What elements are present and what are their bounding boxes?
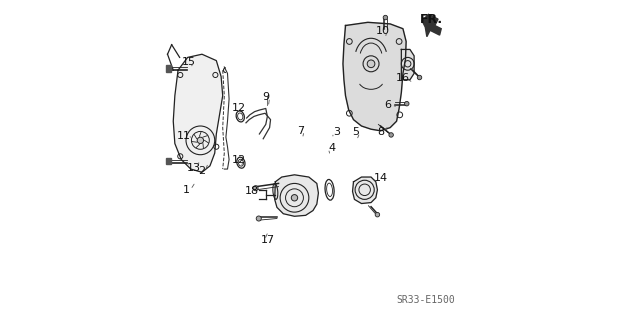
Text: FR.: FR.	[419, 13, 443, 26]
Text: 1: 1	[183, 185, 190, 195]
Circle shape	[375, 212, 380, 217]
Text: 11: 11	[177, 130, 191, 141]
Circle shape	[383, 15, 388, 20]
Polygon shape	[353, 177, 378, 204]
Polygon shape	[422, 14, 441, 37]
Circle shape	[404, 101, 409, 106]
Text: 18: 18	[245, 186, 259, 196]
Circle shape	[253, 186, 258, 191]
Circle shape	[389, 133, 394, 137]
Text: 9: 9	[262, 92, 269, 102]
Text: 10: 10	[376, 26, 390, 36]
Circle shape	[367, 60, 375, 68]
Text: 16: 16	[396, 73, 410, 83]
Text: 12: 12	[232, 103, 246, 113]
Circle shape	[417, 75, 422, 80]
Polygon shape	[173, 54, 223, 172]
Text: 4: 4	[328, 143, 336, 153]
Circle shape	[197, 137, 204, 144]
Text: 7: 7	[297, 126, 304, 136]
Bar	[166, 158, 171, 164]
Text: 15: 15	[182, 57, 196, 67]
Circle shape	[291, 195, 298, 201]
Circle shape	[256, 216, 261, 221]
Polygon shape	[401, 49, 414, 80]
Text: 17: 17	[261, 235, 275, 245]
Polygon shape	[343, 22, 406, 131]
Polygon shape	[275, 175, 319, 216]
Bar	[166, 65, 171, 72]
Text: 5: 5	[353, 127, 360, 137]
Text: 3: 3	[333, 127, 340, 137]
Text: 13: 13	[188, 163, 202, 173]
Text: 12: 12	[232, 155, 246, 165]
Text: 6: 6	[384, 100, 391, 110]
Text: 8: 8	[377, 127, 384, 137]
Text: 2: 2	[198, 166, 205, 176]
Text: SR33-E1500: SR33-E1500	[396, 295, 454, 305]
Text: 14: 14	[374, 173, 388, 183]
